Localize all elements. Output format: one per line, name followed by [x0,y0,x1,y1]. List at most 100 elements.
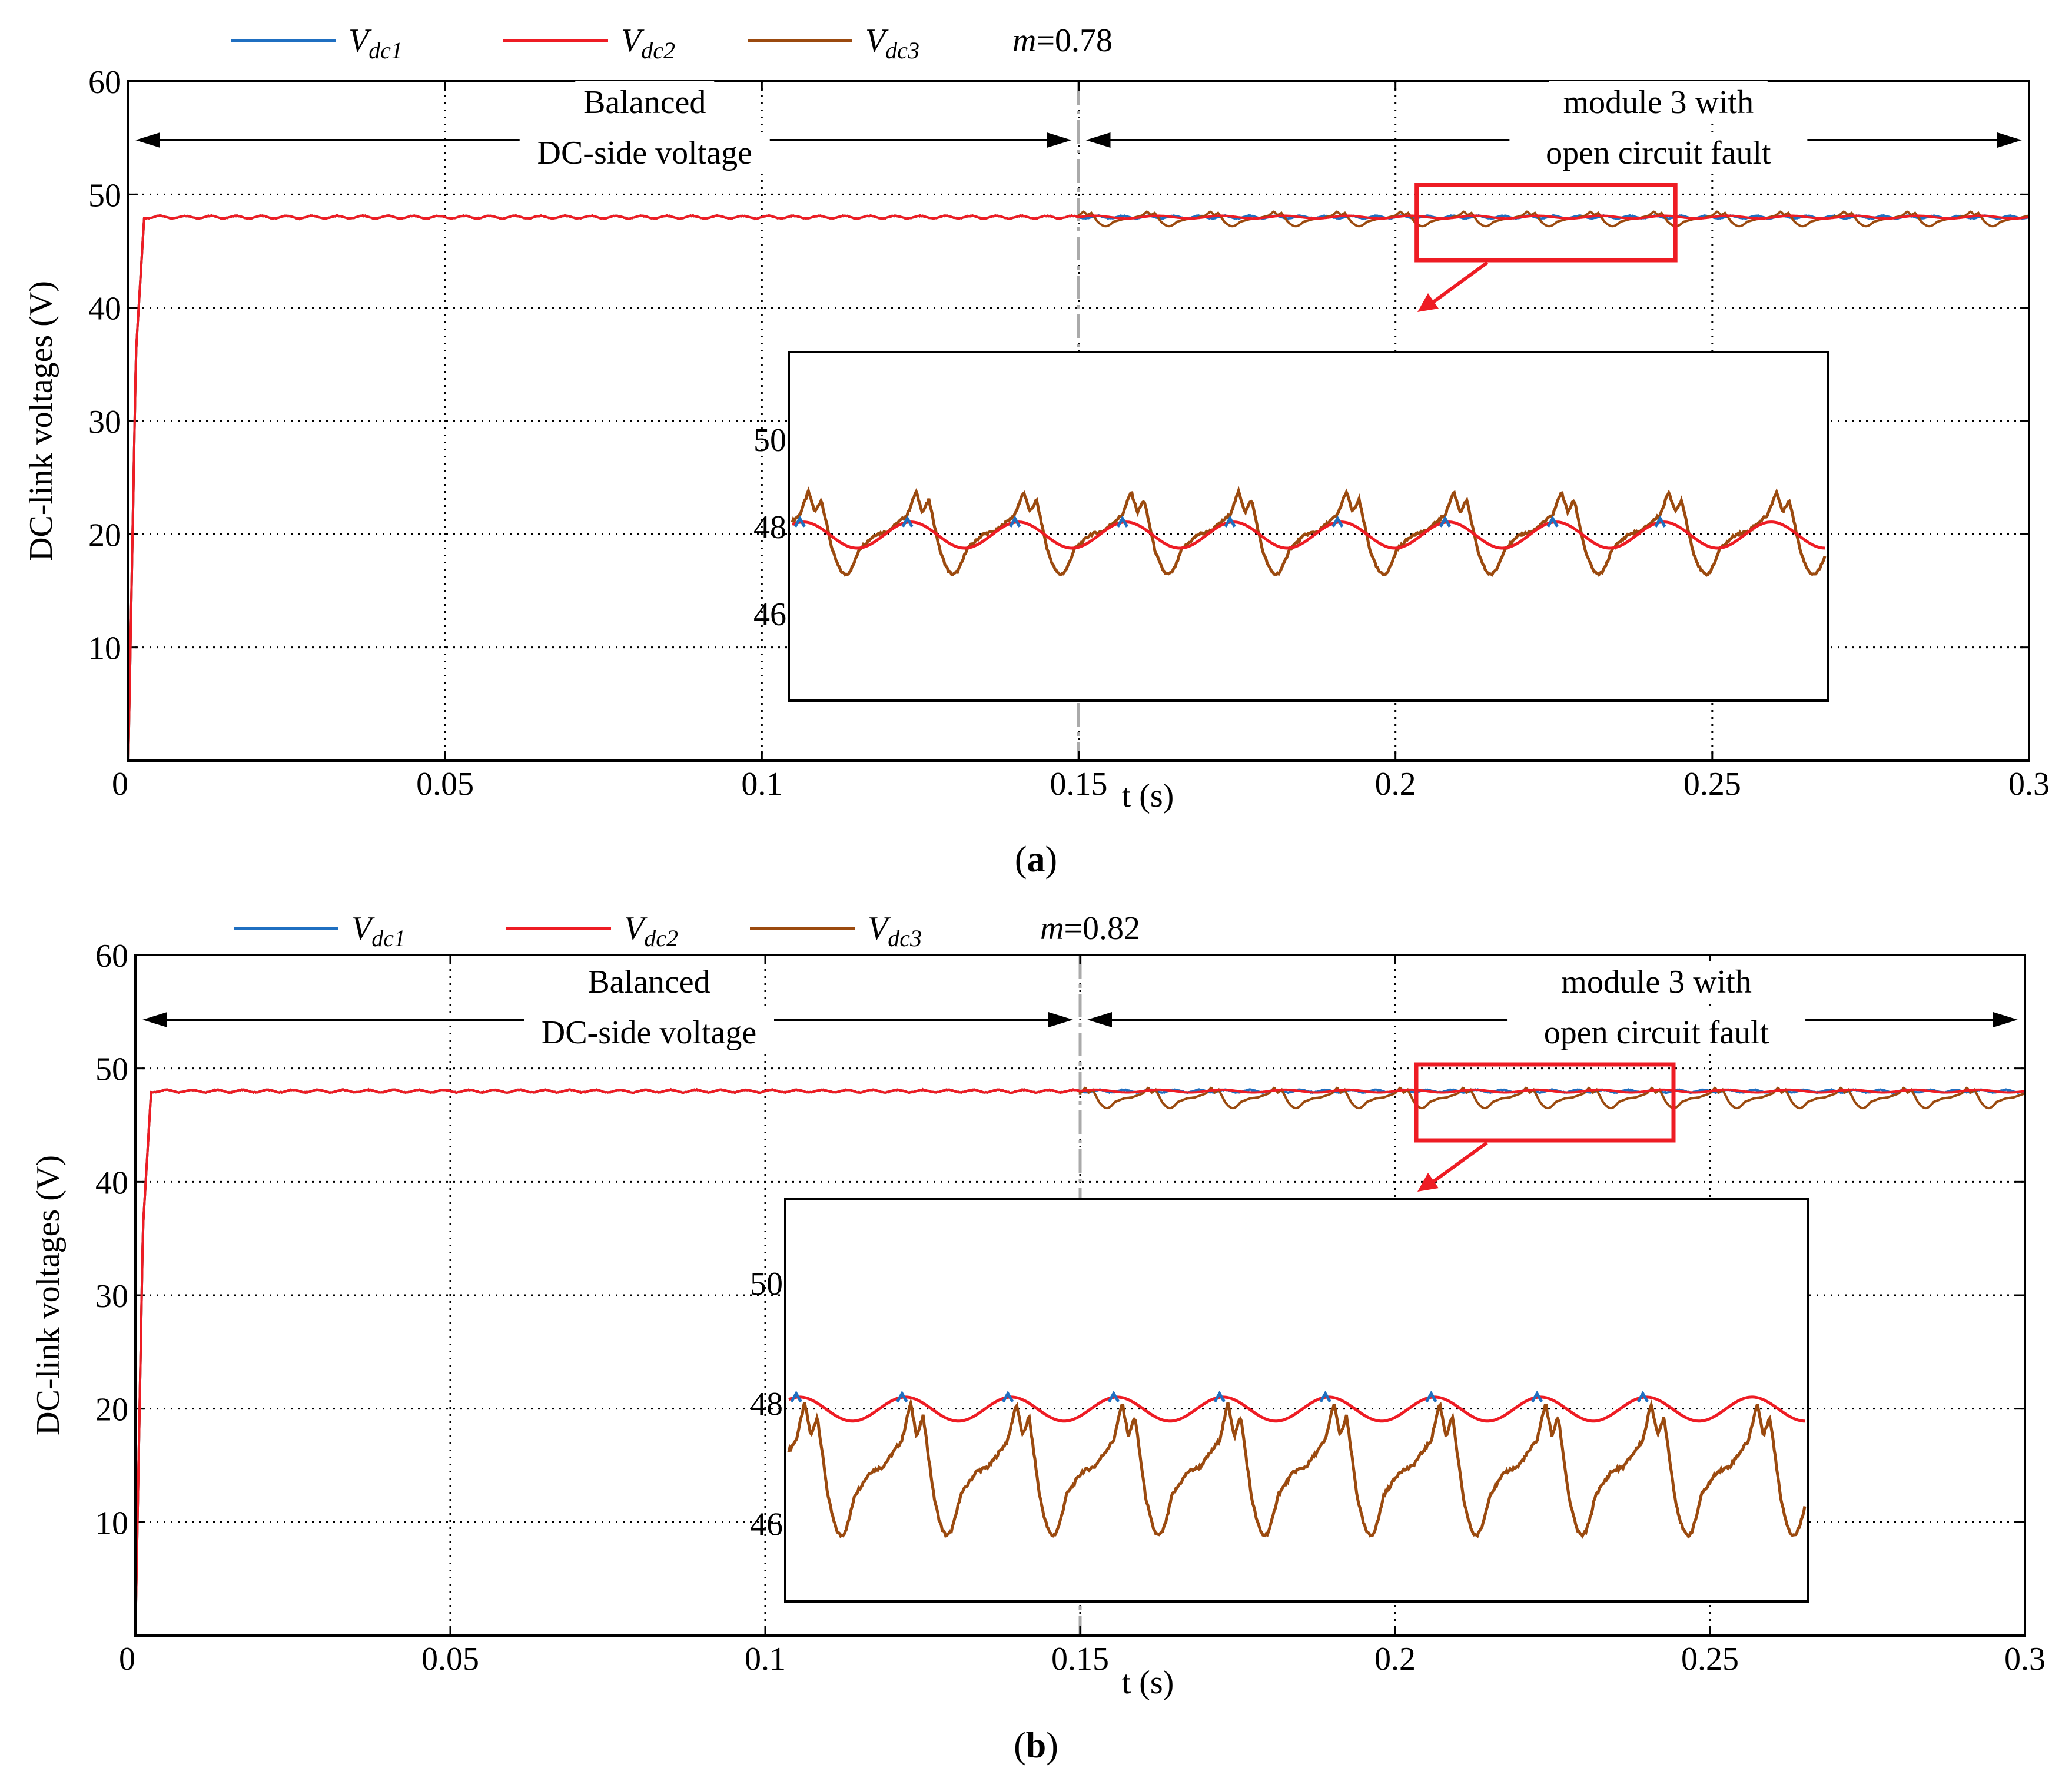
inset-vdc1-marker [1001,1390,1014,1403]
inset-vdc1-marker [793,515,806,528]
modulation-index-label: m=0.78 [1012,22,1113,59]
legend-var: V [351,910,375,947]
inset-vdc3-line [787,1398,1807,1539]
inset-vdc1-marker [1224,515,1236,528]
legend-sub: dc1 [368,37,403,64]
inset-vdc1-marker [1636,1390,1649,1403]
fault-arrow-right-head [1993,1012,2018,1027]
inset-vdc1-marker [1116,515,1129,528]
x-tick-label: 0.2 [1374,1641,1416,1677]
zoom-inset: 46 48 50 [753,351,1829,702]
inset-vdc1-marker [1530,1390,1543,1403]
panel-letter: a [1027,840,1045,880]
y-tick-label: 10 [95,1505,128,1541]
legend-sub: dc2 [641,37,675,64]
inset-vdc1-marker [896,1390,908,1403]
fault-label-line2: open circuit fault [1544,1014,1769,1051]
fault-label-line1-bg [1547,961,1766,1003]
panel-paren-open: ( [1015,840,1027,880]
modulation-value: =0.82 [1064,910,1140,947]
zoom-inset: 46 48 50 [750,1198,1809,1603]
balanced-label-line2: DC-side voltage [542,1014,756,1051]
y-tick-label: 20 [88,517,121,553]
fault-label-line2-bg [1507,1011,1806,1054]
y-tick-label: 30 [95,1278,128,1315]
inset-y-tick-label: 46 [753,596,786,633]
y-tick-label: 40 [95,1165,128,1201]
balanced-label-line2-bg [524,1011,774,1054]
legend: Vdc1 Vdc2 Vdc3 m=0.82 [234,910,1140,951]
y-tick-label: 50 [95,1052,128,1088]
zoom-callout-arrow [1428,1141,1488,1186]
balanced-arrow-right-head [1048,1012,1073,1027]
fault-label-line1: module 3 with [1561,964,1752,1000]
x-tick-label: 0.25 [1684,766,1741,802]
balanced-label-line1: Balanced [587,964,710,1000]
zoom-callout-arrow-head [1417,293,1439,312]
legend-label-dc3: Vdc3 [865,22,919,64]
inset-vdc1-marker [1654,515,1666,528]
inset-vdc1-marker [1425,1390,1437,1403]
x-tick-label: 0.2 [1375,766,1416,802]
legend-label-dc2: Vdc2 [624,910,678,951]
legend: Vdc1 Vdc2 Vdc3 m=0.78 [231,22,1113,64]
annotations: Balanced DC-side voltage module 3 with open… [135,81,2022,312]
x-tick-label: 0.3 [2008,766,2050,802]
y-tick-label: 40 [88,291,121,327]
series-group [127,210,2030,761]
balanced-label-line2: DC-side voltage [537,135,752,171]
modulation-value: =0.78 [1036,22,1113,59]
series-group [134,1086,2025,1636]
legend-var: V [348,22,372,59]
inset-vdc1-marker [1009,515,1021,528]
panel-paren-close: ) [1046,1726,1058,1766]
balanced-label-line1: Balanced [583,84,706,121]
y-tick-label: 60 [95,938,128,974]
balanced-arrow-left-head [135,132,160,148]
fault-label-line2: open circuit fault [1546,135,1771,171]
fault-arrow-left-head [1087,1012,1112,1027]
balanced-label-line2-bg [519,132,770,174]
inset-vdc1-marker [1546,515,1559,528]
inset-y-tick-label: 50 [753,422,786,459]
zoom-box [1414,1062,1676,1143]
zoom-callout-arrow-head [1417,1173,1439,1192]
y-tick-label: 20 [95,1392,128,1428]
fault-label-line2-bg [1509,132,1808,174]
y-tick-label: 30 [88,404,121,440]
inset-vdc1-marker [1331,515,1344,528]
balanced-label-line1-bg [579,961,719,1003]
panel-a: 0 0.05 0.1 0.15 0.2 0.25 0.3 10 20 30 40 50 60 DC-lin… [23,22,2050,880]
legend-var: V [868,910,891,947]
series-vdc2-line [127,214,2030,761]
legend-label-dc2: Vdc2 [621,22,675,64]
panel-letter: b [1026,1726,1046,1766]
legend-sub: dc2 [644,925,678,951]
legend-sub: dc3 [888,925,922,951]
inset-vdc2-line [791,520,1825,550]
plot-frame [127,80,2030,762]
x-tick-label: 0.1 [745,1641,786,1677]
inset-y-tick-label: 48 [753,509,786,546]
x-tick-label: 0.15 [1050,766,1108,802]
fault-arrow-right-head [1997,132,2022,148]
inset-vdc3-line [791,486,1827,578]
fault-label-line1-bg [1549,81,1768,124]
x-tick-label: 0.1 [741,766,782,802]
panel-paren-close: ) [1045,840,1058,880]
x-tick-label: 0 [119,1641,135,1677]
inset-vdc1-marker [1319,1390,1331,1403]
x-tick-label: 0.15 [1051,1641,1109,1677]
x-tick-label: 0.05 [421,1641,479,1677]
y-tick-label: 50 [88,177,121,214]
annotations: Balanced DC-side voltage module 3 with open… [142,961,2018,1192]
balanced-label-line1-bg [575,81,715,124]
legend-var: V [621,22,645,59]
balanced-arrow-left-head [142,1012,167,1027]
inset-y-tick-label: 50 [750,1266,783,1302]
inset-vdc2-line [788,1395,1805,1423]
inset-y-tick-label: 48 [750,1386,783,1422]
inset-vdc1-marker [1107,1390,1120,1403]
zoom-callout-arrow [1428,261,1489,307]
